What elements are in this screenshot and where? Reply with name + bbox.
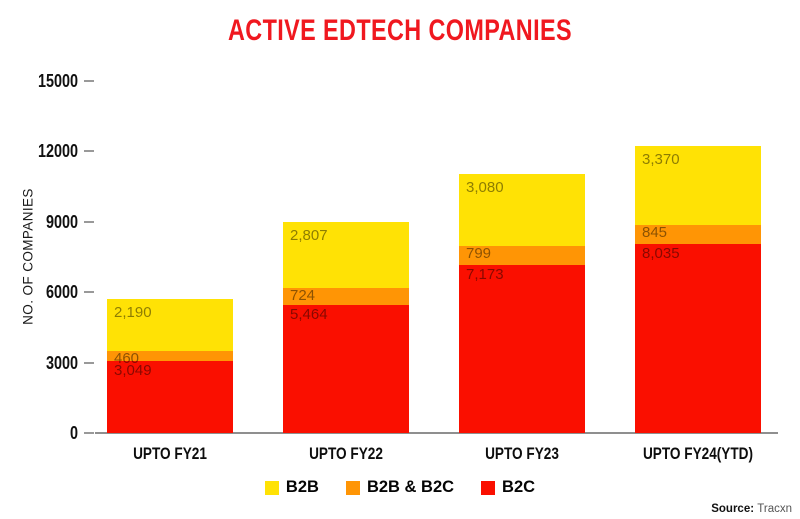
legend: B2B B2B & B2C B2C [0,478,800,497]
chart-title: ACTIVE EDTECH COMPANIES [228,14,572,47]
y-tick-mark [84,150,94,153]
bar-value-label: 5,464 [290,305,328,323]
bar-segment-b2b-b2c: 460 [107,350,233,367]
bar-segment-b2b: 2,190 [107,299,233,351]
source-value: Tracxn [757,503,792,515]
bar-value-label: 724 [290,286,316,304]
bar-value-label: 3,049 [114,362,152,380]
legend-label: B2C [502,478,536,496]
y-tick-mark [84,291,94,294]
bar-upto-fy21: 3,049 460 2,190 [107,299,233,433]
bar-value-label: 3,080 [466,178,504,196]
x-axis-label-upto-fy21: UPTO FY21 [133,444,207,463]
bar-segment-b2b: 3,080 [459,173,585,246]
y-tick-mark [84,80,94,82]
bar-value-label: 8,035 [642,245,680,263]
y-axis-title: NO. OF COMPANIES [20,188,36,325]
bar-value-label: 460 [114,349,140,367]
bar-segment-b2c: 3,049 [107,361,233,433]
legend-swatch-b2b-b2c [345,480,360,495]
y-tick-mark [84,361,94,364]
y-tick-mark [84,432,94,434]
y-tick-mark [84,220,94,223]
bar-segment-b2b-b2c: 845 [635,223,761,245]
bar-value-label: 2,807 [290,226,328,244]
bar-value-label: 2,190 [114,304,152,322]
x-axis-label-upto-fy22: UPTO FY22 [309,444,383,463]
x-axis-line [95,432,778,434]
bar-value-label: 845 [642,223,668,241]
y-tick-label: 6000 [45,282,78,303]
bar-value-label: 799 [466,244,492,262]
y-tick-label: 12000 [37,141,78,162]
x-axis-label-upto-fy24-ytd: UPTO FY24(YTD) [642,444,754,463]
legend-swatch-b2b [264,480,279,495]
legend-item-b2b: B2B [264,478,319,497]
y-tick-label: 9000 [45,211,78,232]
bar-upto-fy22: 5,464 724 2,807 [283,221,409,433]
legend-item-b2c: B2C [481,478,535,497]
legend-label: B2B & B2C [366,478,455,496]
legend-item-b2b-b2c: B2B & B2C [345,478,455,497]
x-axis-label-upto-fy23: UPTO FY23 [485,444,559,463]
y-tick-label: 0 [69,423,78,443]
source-note: Source: Tracxn [711,503,792,515]
y-tick-label: 3000 [45,352,78,373]
legend-label: B2B [285,478,319,496]
bar-upto-fy24-ytd: 8,035 845 3,370 [635,145,761,433]
bar-segment-b2b: 2,807 [283,221,409,288]
bar-segment-b2c: 7,173 [459,264,585,433]
bar-segment-b2b-b2c: 724 [283,286,409,305]
bar-value-label: 7,173 [466,265,504,283]
bar-value-label: 3,370 [642,150,680,168]
bar-segment-b2c: 8,035 [635,244,761,433]
source-label: Source: [711,503,755,515]
y-tick-label: 15000 [37,71,78,91]
bar-segment-b2c: 5,464 [283,304,409,433]
bar-segment-b2b: 3,370 [635,145,761,225]
bar-segment-b2b-b2c: 799 [459,244,585,265]
legend-swatch-b2c [481,480,496,495]
bar-upto-fy23: 7,173 799 3,080 [459,173,585,433]
